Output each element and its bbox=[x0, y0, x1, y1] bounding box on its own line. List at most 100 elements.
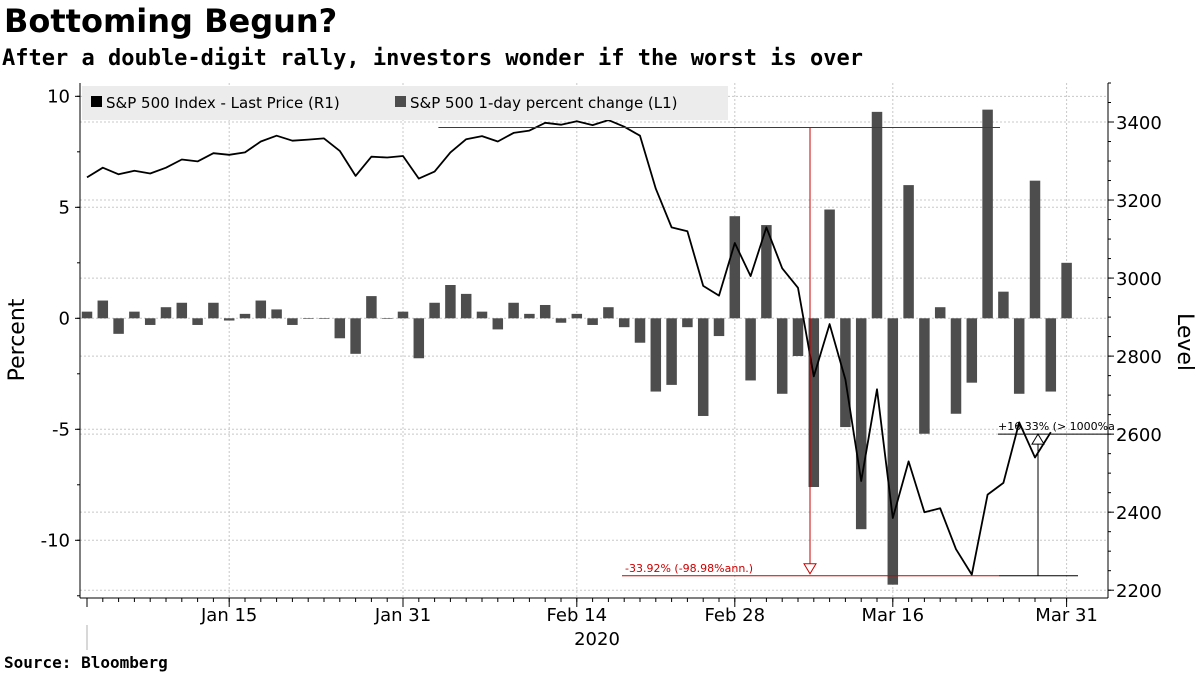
bar bbox=[587, 318, 598, 325]
x-tick-label: Jan 31 bbox=[374, 605, 431, 626]
index-line bbox=[86, 119, 1052, 576]
bar bbox=[460, 293, 472, 319]
bar bbox=[855, 318, 867, 530]
legend-swatch-index bbox=[91, 96, 102, 107]
bar bbox=[666, 318, 677, 385]
left-axis-title: Percent bbox=[5, 298, 30, 381]
bar bbox=[919, 318, 930, 434]
bar bbox=[318, 318, 330, 319]
bar bbox=[192, 318, 203, 325]
bar bbox=[1045, 318, 1057, 392]
bar bbox=[966, 318, 978, 383]
bar bbox=[239, 313, 251, 319]
right-tick-label: 2400 bbox=[1116, 503, 1162, 524]
bar bbox=[160, 307, 172, 319]
bar bbox=[492, 318, 504, 330]
legend-swatch-percent bbox=[395, 96, 406, 107]
bar bbox=[871, 111, 883, 319]
bar bbox=[271, 309, 282, 319]
right-tick-label: 3200 bbox=[1116, 191, 1162, 212]
bar bbox=[934, 307, 946, 319]
bar bbox=[429, 302, 440, 319]
bar bbox=[397, 311, 409, 319]
bar bbox=[950, 318, 962, 414]
bar bbox=[302, 318, 314, 319]
bar bbox=[776, 318, 788, 394]
bar bbox=[792, 318, 804, 357]
bar bbox=[682, 318, 693, 328]
bar bbox=[129, 311, 140, 319]
annotations: -33.92% (-98.98%ann.) +16.33% (> 1000%a bbox=[438, 126, 1115, 577]
x-tick-label: Jan 15 bbox=[200, 605, 257, 626]
bar bbox=[603, 307, 614, 319]
bar bbox=[334, 318, 346, 339]
bars-percent-change bbox=[81, 109, 1072, 585]
right-tick-label: 3400 bbox=[1116, 113, 1162, 134]
bar bbox=[81, 311, 93, 319]
left-tick-label: 5 bbox=[59, 197, 70, 218]
bar bbox=[223, 318, 235, 321]
bar bbox=[1013, 318, 1025, 394]
bar bbox=[413, 318, 425, 359]
x-year-label: 2020 bbox=[574, 629, 620, 650]
bar bbox=[761, 225, 772, 319]
right-tick-label: 2800 bbox=[1116, 347, 1162, 368]
bar bbox=[634, 318, 646, 343]
bar bbox=[97, 300, 109, 319]
bar bbox=[697, 318, 709, 416]
bar bbox=[571, 313, 583, 319]
bar bbox=[887, 318, 899, 585]
right-tick-label: 2200 bbox=[1116, 581, 1162, 602]
bar bbox=[208, 302, 219, 319]
chart-subtitle: After a double-digit rally, investors wo… bbox=[2, 46, 863, 71]
bar bbox=[618, 318, 630, 328]
bar bbox=[1061, 262, 1072, 319]
bar bbox=[840, 318, 851, 428]
bar bbox=[539, 304, 551, 319]
bar bbox=[808, 318, 820, 488]
bar bbox=[144, 318, 156, 325]
bar bbox=[824, 209, 835, 319]
right-tick-label: 2600 bbox=[1116, 425, 1162, 446]
bar bbox=[113, 318, 124, 334]
source-note: Source: Bloomberg bbox=[4, 653, 168, 672]
annotation-rise-arrow bbox=[1031, 433, 1045, 445]
bar bbox=[366, 296, 377, 319]
right-tick-label: 3000 bbox=[1116, 269, 1162, 290]
bar bbox=[713, 318, 725, 337]
left-tick-label: -10 bbox=[41, 530, 70, 551]
bar bbox=[176, 302, 188, 319]
axes: 10 5 0 -5 -10 3400 3200 3000 2800 2600 2400 2200 Jan… bbox=[5, 82, 1197, 650]
x-tick-label: Feb 14 bbox=[547, 605, 608, 626]
x-tick-label: Mar 31 bbox=[1035, 605, 1098, 626]
line-index-level bbox=[86, 119, 1052, 576]
left-tick-label: -5 bbox=[52, 419, 70, 440]
x-tick-label: Feb 28 bbox=[705, 605, 766, 626]
bar bbox=[476, 311, 488, 319]
bar bbox=[350, 318, 361, 354]
bar bbox=[729, 216, 741, 319]
bar bbox=[445, 285, 456, 319]
left-tick-label: 10 bbox=[47, 86, 70, 107]
bar bbox=[381, 318, 393, 319]
annotation-drop-arrow bbox=[803, 563, 817, 575]
bar bbox=[745, 318, 756, 381]
bar bbox=[555, 318, 567, 323]
bar bbox=[903, 185, 914, 319]
legend-label-index: S&P 500 Index - Last Price (R1) bbox=[106, 94, 340, 112]
bar bbox=[998, 291, 1009, 319]
bar bbox=[287, 318, 298, 325]
bar bbox=[650, 318, 662, 392]
bar bbox=[982, 109, 993, 319]
annotation-drop-label: -33.92% (-98.98%ann.) bbox=[625, 562, 753, 575]
bar bbox=[255, 300, 267, 319]
x-tick-label: Mar 16 bbox=[862, 605, 925, 626]
legend: S&P 500 Index - Last Price (R1) S&P 500 1… bbox=[82, 86, 728, 120]
legend-label-percent: S&P 500 1-day percent change (L1) bbox=[410, 94, 678, 112]
left-tick-label: 0 bbox=[59, 308, 70, 329]
right-axis-title: Level bbox=[1172, 313, 1197, 371]
gridlines bbox=[80, 83, 1108, 598]
bar bbox=[1029, 180, 1041, 319]
bar bbox=[524, 313, 535, 319]
